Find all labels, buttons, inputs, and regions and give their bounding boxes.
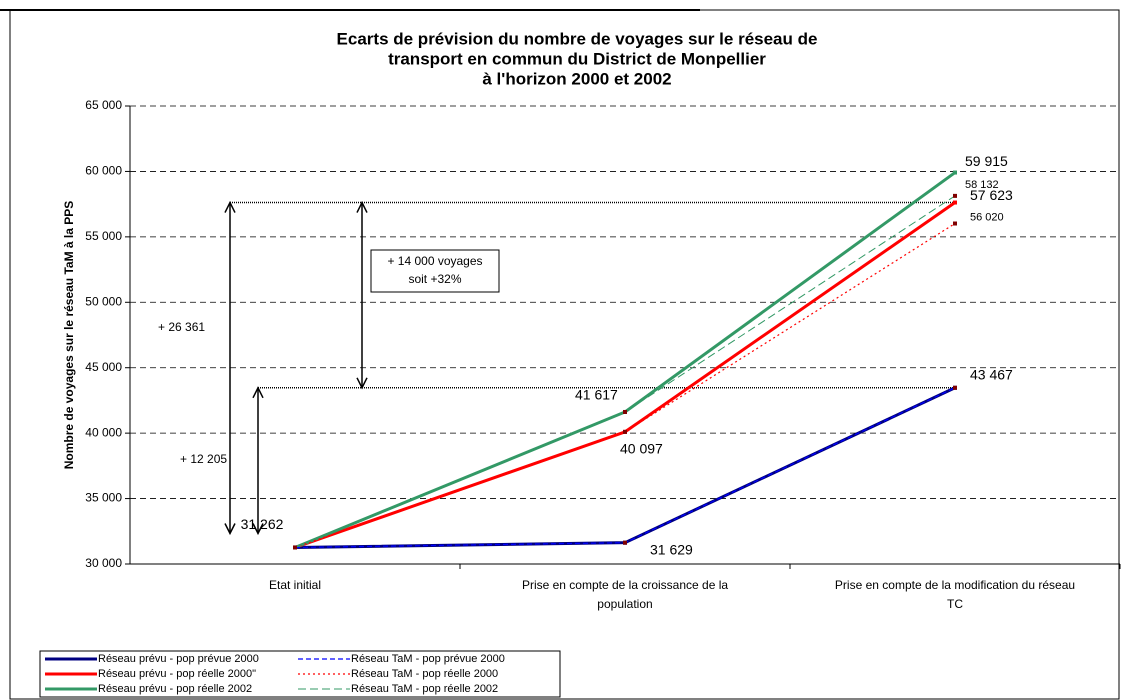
series-line: [294, 171, 956, 549]
data-label: 43 467: [970, 366, 1013, 382]
y-axis-label: Nombre de voyages sur le réseau TaM à la…: [62, 201, 76, 470]
legend-label: Réseau TaM - pop réelle 2000: [351, 668, 498, 680]
y-tick-label: 40 000: [85, 425, 122, 439]
x-tick-label: Prise en compte de la modification du ré…: [835, 578, 1075, 592]
frame: [9, 9, 1120, 700]
point-marker: [623, 540, 627, 545]
x-tick-label: TC: [947, 597, 963, 611]
series-line: [294, 195, 956, 548]
chart-title: Ecarts de prévision du nombre de voyages…: [337, 29, 818, 48]
annotation-box: [370, 249, 500, 293]
series-line: [294, 223, 956, 549]
annotation: + 14 000 voyages: [387, 254, 482, 268]
legend-label: Réseau TaM - pop réelle 2002: [351, 683, 498, 695]
y-tick-label: 45 000: [85, 360, 122, 374]
legend-label: Réseau TaM - pop prévue 2000: [351, 653, 505, 665]
data-label: 40 097: [620, 441, 663, 457]
y-tick-label: 65 000: [85, 98, 122, 112]
point-marker: [953, 221, 957, 226]
point-marker: [953, 385, 957, 390]
point-marker: [953, 200, 957, 205]
point-marker: [623, 409, 627, 414]
data-label: 41 617: [575, 387, 618, 403]
y-tick-label: 50 000: [85, 294, 122, 308]
arrow-head: [224, 523, 236, 536]
data-label: 31 262: [241, 516, 284, 532]
legend-label: Réseau prévu - pop prévue 2000: [98, 653, 259, 665]
point-marker: [623, 429, 627, 434]
arrow-head: [252, 386, 264, 399]
y-tick-label: 30 000: [85, 556, 122, 570]
y-tick-label: 35 000: [85, 491, 122, 505]
chart-title: à l'horizon 2000 et 2002: [482, 69, 671, 88]
point-marker: [953, 193, 957, 198]
annotation: soit +32%: [408, 272, 461, 286]
y-tick-label: 55 000: [85, 229, 122, 243]
legend-label: Réseau prévu - pop réelle 2002: [98, 683, 252, 695]
arrow-head: [356, 200, 368, 213]
point-marker: [293, 545, 297, 550]
annotation: + 26 361: [158, 320, 205, 334]
data-label: 58 132: [965, 179, 999, 191]
x-tick-label: Etat initial: [269, 578, 321, 592]
data-label: 57 623: [970, 187, 1013, 203]
arrow-head: [252, 523, 264, 536]
data-label: 56 020: [970, 211, 1004, 223]
x-tick-label: population: [597, 597, 652, 611]
arrow-head: [356, 377, 368, 390]
data-label: 31 629: [650, 541, 693, 557]
point-marker: [953, 170, 957, 175]
annotation: + 12 205: [180, 452, 227, 466]
y-tick-label: 60 000: [85, 164, 122, 178]
legend-label: Réseau prévu - pop réelle 2000": [98, 668, 256, 680]
chart-title: transport en commun du District de Monpe…: [388, 49, 766, 68]
arrow-head: [224, 200, 236, 213]
x-tick-label: Prise en compte de la croissance de la: [522, 578, 728, 592]
data-label: 59 915: [965, 153, 1008, 169]
